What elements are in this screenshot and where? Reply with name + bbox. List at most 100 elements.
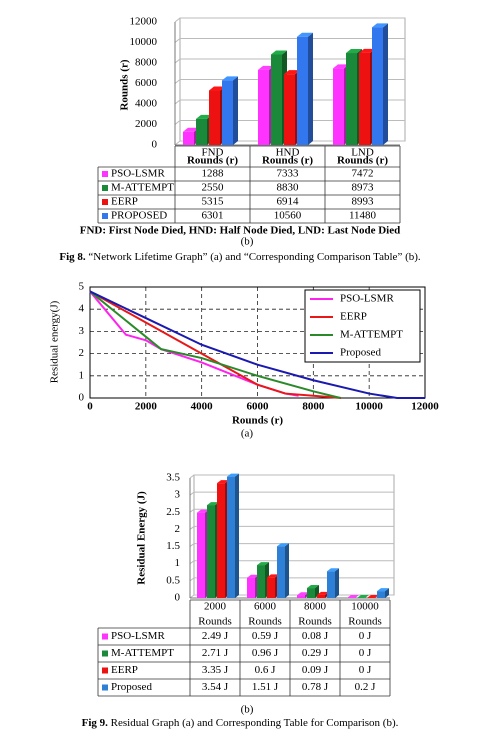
figure-caption: Fig 8. “Network Lifetime Graph” (a) and …: [59, 251, 421, 263]
bar-top: [327, 568, 339, 572]
legend-label: Proposed: [111, 681, 152, 693]
x-tick-label: 4000: [191, 401, 214, 413]
bar: [183, 131, 194, 145]
y-tick-label: 2.5: [166, 506, 180, 518]
bar: [359, 52, 370, 146]
table-cell: 6301: [202, 210, 224, 222]
line: [89, 290, 341, 399]
table-cell: 0.59 J: [252, 630, 279, 642]
table-cell: 7472: [352, 168, 374, 180]
caption-text: Residual Graph (a) and Corresponding Tab…: [111, 717, 399, 729]
legend-swatch: [102, 185, 108, 191]
table-cell: 8993: [352, 196, 375, 208]
line: [89, 290, 425, 399]
bar-top: [267, 574, 279, 578]
footnote: FND: First Node Died, HND: Half Node Die…: [80, 225, 401, 237]
grid-line: [174, 140, 405, 146]
bar-top: [258, 65, 274, 70]
y-tick-label: 3: [175, 489, 181, 501]
bar: [327, 571, 335, 598]
y-tick-label: 0: [152, 139, 158, 151]
bar-side: [385, 588, 389, 598]
bar: [284, 74, 295, 145]
bar-top: [367, 595, 379, 598]
bar: [217, 483, 225, 598]
y-tick-label: 10000: [130, 36, 158, 48]
x-tick-label: 2000: [135, 401, 158, 413]
bar-top: [377, 588, 389, 592]
bar-top: [227, 473, 239, 477]
grid-line: [189, 560, 394, 565]
legend-swatch: [102, 667, 108, 674]
category-label: HND: [276, 147, 300, 159]
y-tick-label: 0: [175, 592, 181, 604]
legend-swatch: [102, 633, 108, 640]
grid-line: [189, 543, 394, 547]
table-cell: 3.35 J: [202, 664, 229, 676]
table-cell: 1.51 J: [252, 681, 279, 693]
table-cell: 5315: [202, 196, 225, 208]
y-tick-label: 5: [79, 281, 85, 293]
category-label: FND: [201, 147, 223, 159]
x-tick-label: 6000: [247, 401, 270, 413]
x-tick-label: 12000: [411, 401, 439, 413]
bar-side: [235, 473, 239, 598]
grid-line: [189, 491, 394, 496]
legend-label: EERP: [111, 664, 138, 676]
bar-top: [271, 50, 287, 55]
bar: [197, 512, 205, 598]
bar-top: [317, 591, 329, 595]
bar-top: [297, 32, 313, 37]
bar-top: [346, 49, 362, 54]
caption-label: Fig 9.: [82, 717, 111, 729]
legend-swatch: [102, 171, 108, 177]
x-tick-label: 8000: [302, 401, 325, 413]
category-sublabel: Rounds: [248, 616, 282, 628]
legend-swatch: [102, 650, 108, 657]
grid-line: [189, 508, 394, 513]
bar-top: [209, 86, 225, 91]
bar: [297, 36, 308, 146]
table-cell: 0.08 J: [302, 630, 329, 642]
bar-top: [359, 48, 375, 53]
y-tick-label: 1.5: [166, 540, 180, 552]
y-axis-label: Rounds (r): [119, 59, 131, 110]
x-axis-label: Rounds (r): [232, 415, 283, 427]
bar: [258, 69, 269, 145]
y-tick-label: 0: [79, 392, 85, 404]
bar-top: [196, 114, 212, 119]
category-label: 8000: [304, 601, 327, 613]
table-cell: 3.54 J: [202, 681, 229, 693]
legend-swatch: [102, 199, 108, 205]
bar: [257, 565, 265, 598]
y-tick-label: 4000: [135, 98, 158, 110]
y-tick-label: 1: [79, 369, 85, 381]
bar-top: [222, 76, 238, 81]
bar-top: [277, 543, 289, 547]
grid-line: [174, 99, 405, 105]
grid-line: [174, 17, 405, 23]
bar: [196, 118, 207, 145]
legend-label: PROPOSED: [111, 210, 167, 222]
bar: [297, 595, 305, 598]
category-sublabel: Rounds: [348, 616, 382, 628]
table-cell: 0.29 J: [302, 647, 329, 659]
category-sublabel: Rounds: [298, 616, 332, 628]
bar-side: [233, 76, 238, 145]
panel-label: (b): [241, 704, 254, 716]
bar-top: [183, 127, 199, 132]
bar-side: [335, 568, 339, 598]
legend-label: EERP: [340, 311, 367, 323]
table-cell: 6914: [277, 196, 300, 208]
table-cell: 0.96 J: [252, 647, 279, 659]
bar: [227, 476, 235, 598]
plot-frame: [89, 286, 426, 399]
table-cell: 0.2 J: [355, 681, 377, 693]
bar: [267, 577, 275, 598]
y-tick-label: 4: [79, 303, 85, 315]
table-cell: 0.6 J: [255, 664, 277, 676]
bar-top: [333, 64, 349, 69]
grid-line: [174, 79, 405, 84]
caption-text: “Network Lifetime Graph” (a) and “Corres…: [88, 251, 421, 263]
